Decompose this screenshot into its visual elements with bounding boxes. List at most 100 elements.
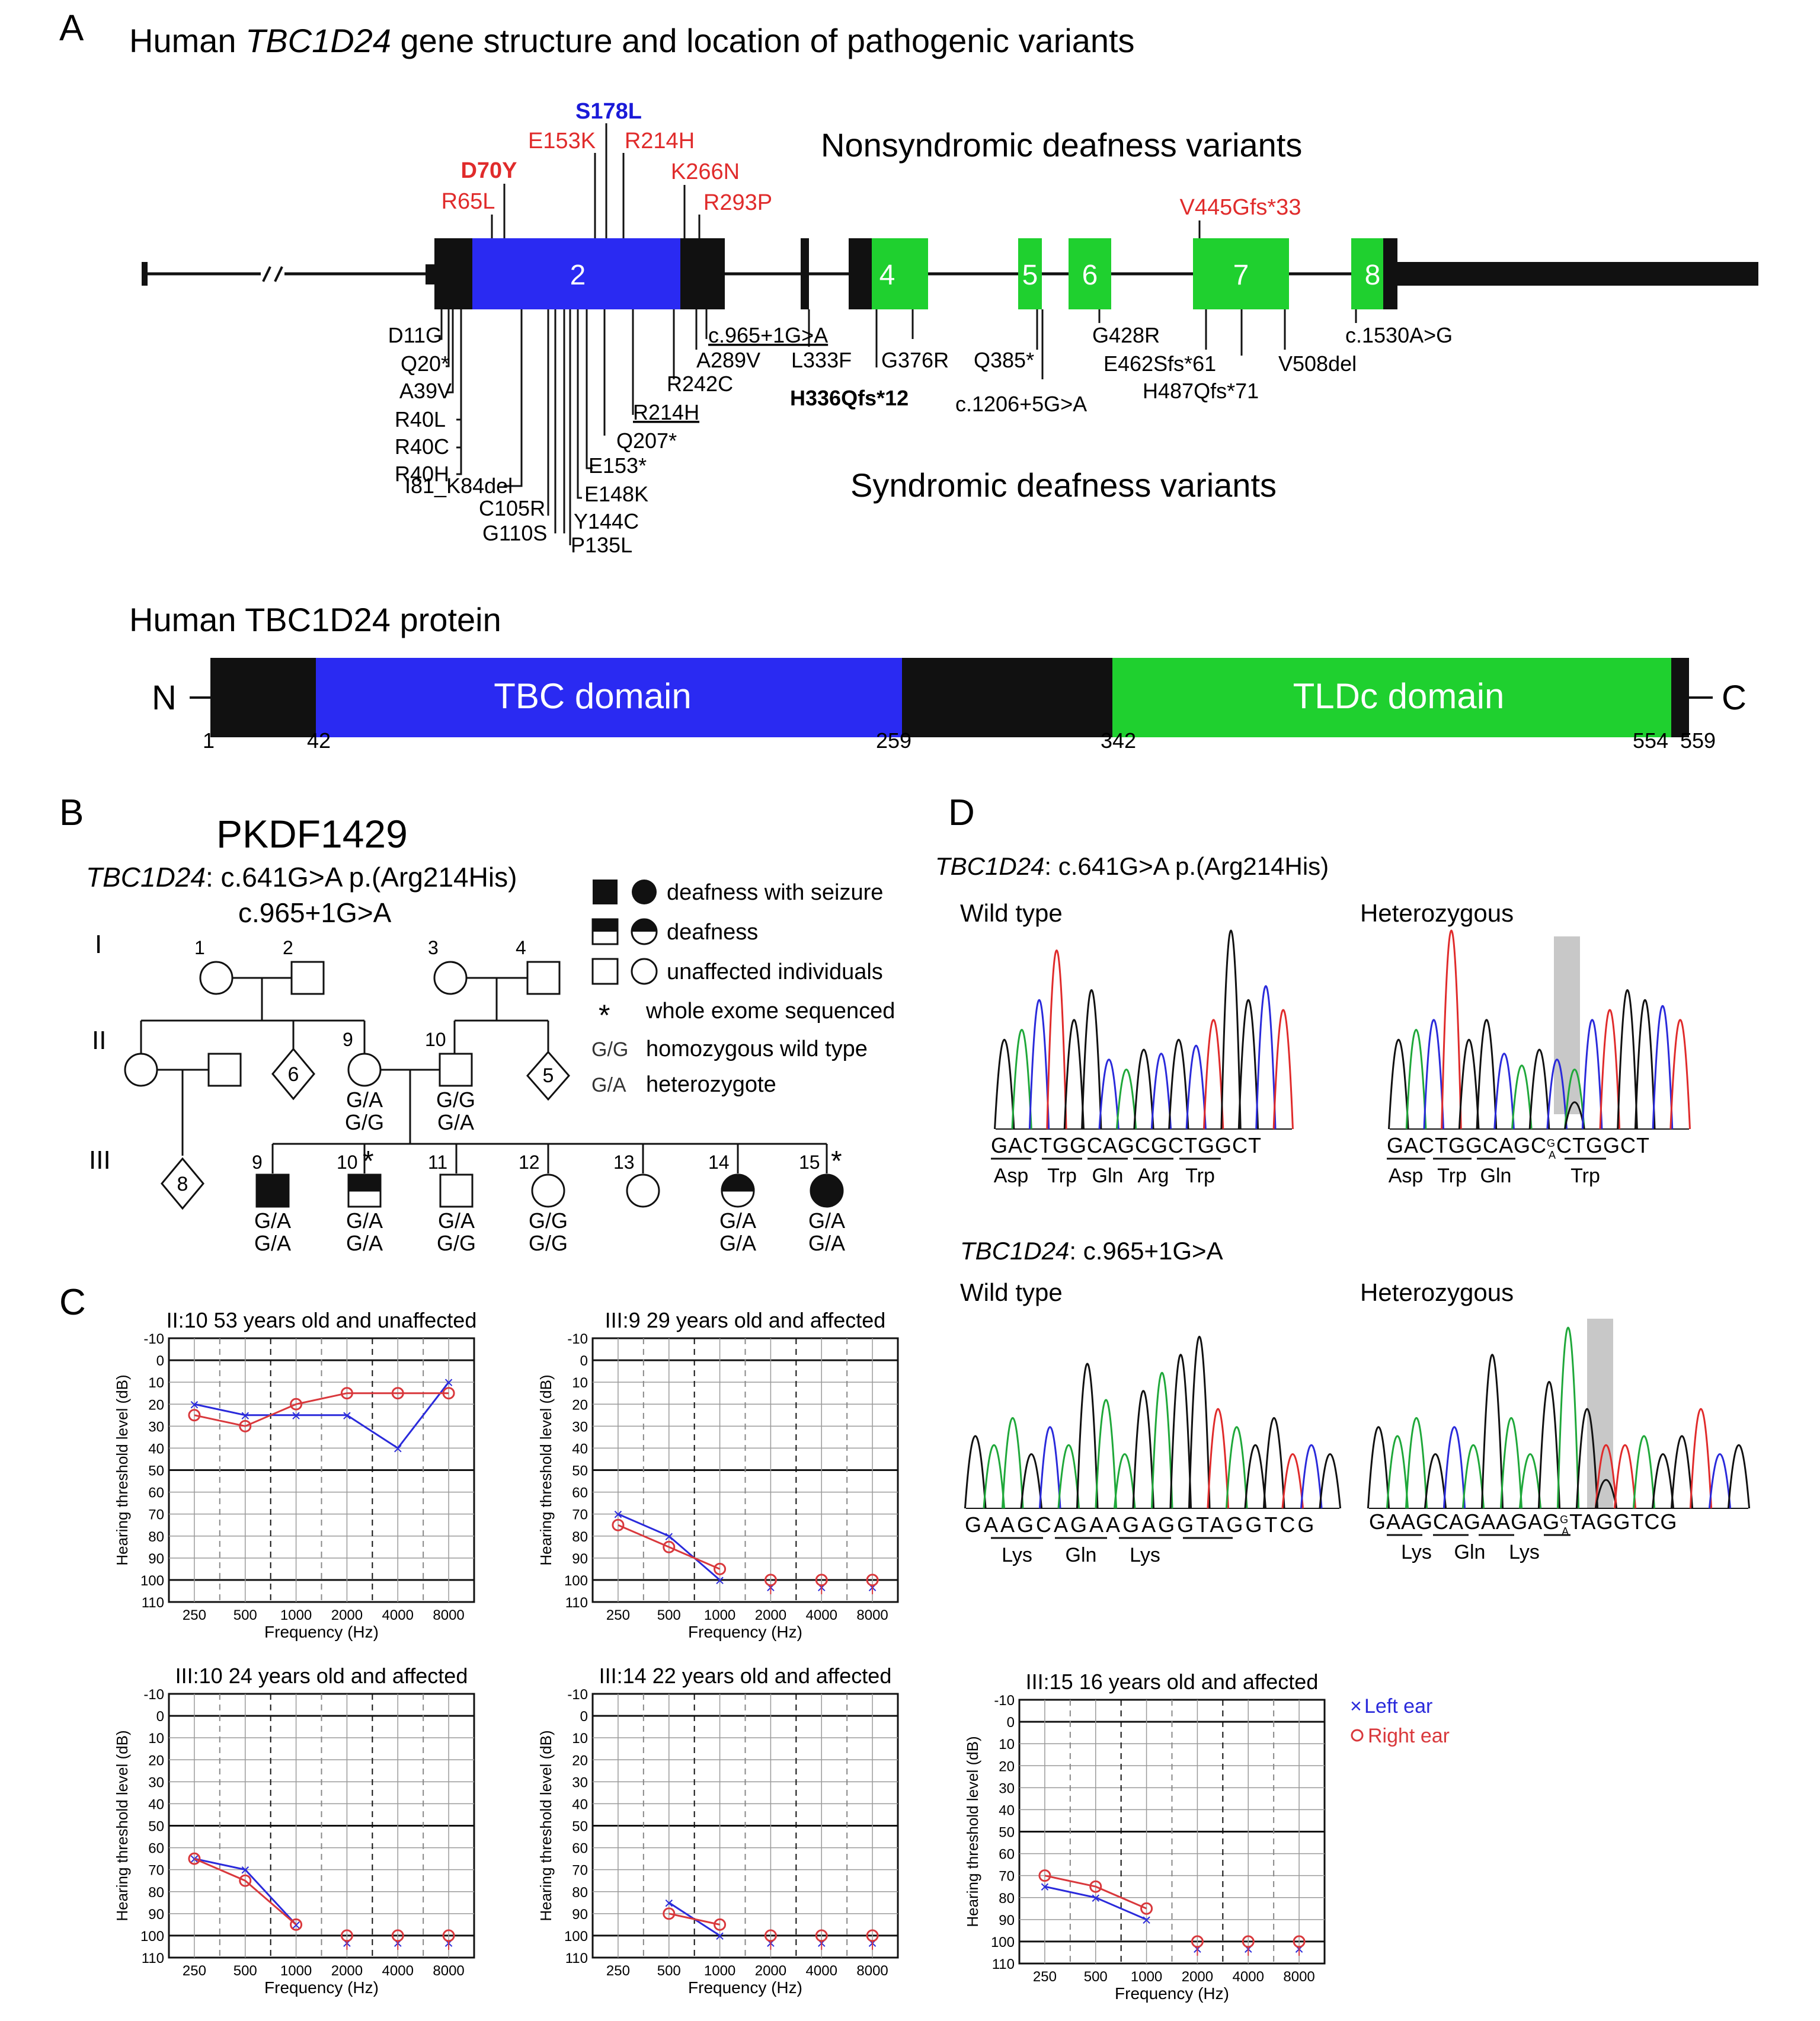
legend-deafness: deafness [667,920,758,945]
legend-gg-text: homozygous wild type [646,1037,868,1061]
y-tick-label: 60 [572,1841,588,1857]
n-terminus-label: N [152,679,177,717]
right-ear-point [714,1918,727,1931]
y-tick-label: 70 [148,1863,164,1879]
variant-label: P135L [571,533,632,557]
individual-III-15 [810,1173,844,1208]
y-tick-label: 50 [572,1819,588,1835]
svg-text:Gln: Gln [1454,1541,1486,1563]
y-tick-label: 60 [148,1841,164,1857]
x-tick-label: 1000 [280,1963,312,1979]
base-peak [1405,1417,1428,1509]
y-tick-label: 10 [148,1375,164,1391]
genotype: G/A [254,1208,291,1233]
genotype: G/G [345,1110,384,1134]
base-peak [1076,1363,1099,1509]
audiogram-4: III:14 22 years old and affected -10 0 10 20… [537,1664,899,1997]
y-tick-label: 20 [148,1397,164,1413]
y-tick-label: 20 [572,1397,588,1413]
svg-text:3: 3 [428,937,439,958]
variant-label: L333F [791,348,852,372]
y-tick-label: 0 [580,1709,588,1725]
y-tick-label: 40 [999,1802,1015,1818]
variant-highlight [1587,1319,1613,1508]
base-peak [1441,929,1462,1130]
svg-text:Lys: Lys [1509,1541,1540,1563]
legend-circle-filled [632,880,657,904]
base-peak [1098,1059,1119,1130]
right-ear-point [1038,1869,1051,1882]
y-tick-label: 10 [148,1731,164,1747]
individual-III-13 [626,1173,660,1208]
panel-a-letter: A [59,8,84,49]
variant-label: A289V [696,348,760,372]
tldc-domain-label: TLDc domain [1293,676,1505,716]
left-ear-point: × [664,1894,674,1912]
variant-label: G110S [482,521,547,545]
x-tick-label: 250 [183,1963,206,1979]
base-peak [1300,1444,1323,1509]
svg-text:Gln: Gln [1092,1165,1124,1187]
base-peak [1458,1039,1480,1130]
genotype: G/G [436,1088,475,1112]
x-tick-label: 500 [1084,1969,1108,1985]
y-tick-label: 80 [572,1529,588,1545]
exon-2 [472,238,681,309]
tbc-domain [316,658,903,737]
right-ear-point [612,1518,625,1531]
y-tick-label: 90 [148,1907,164,1923]
y-axis-label: Hearing threshold level (dB) [113,1374,131,1565]
position-label: 342 [1101,728,1136,753]
base-peak [1499,1417,1523,1509]
individual-I-4 [526,961,561,995]
individual-III-11 [439,1173,474,1208]
y-tick-label: 110 [142,1950,164,1966]
audiograms: II:10 53 years old and unaffected-100102… [113,1308,1326,2003]
genotype: G/G [529,1208,568,1233]
base-peak [1220,929,1242,1130]
left-ear-point: × [241,1406,250,1425]
right-ear-point [1140,1902,1153,1915]
right-ear-point [188,1409,201,1422]
right-ear-point [391,1387,404,1400]
audiogram-title: III:10 24 years old and affected [175,1664,468,1688]
exon-8 [1351,238,1384,309]
base-peak [994,1039,1015,1130]
y-tick-label: 70 [572,1507,588,1523]
x-tick-label: 500 [234,1607,257,1623]
y-tick-label: 90 [572,1551,588,1567]
base-peak [1405,1029,1427,1130]
position-label: 554 [1633,728,1668,753]
legend-right-ear: Right ear [1368,1725,1450,1747]
base-peak [1423,1019,1445,1130]
base-peak [1480,1354,1504,1509]
variant-label: Y144C [574,509,639,533]
genotype: G/G [437,1231,476,1255]
wes-asterisk: * [363,1146,374,1177]
base-peak [1169,1354,1192,1509]
exon-4 [872,238,928,309]
y-tick-label: 50 [148,1463,164,1479]
x-tick-label: 1000 [704,1963,735,1979]
base-peak [1442,1426,1466,1509]
legend-ga-text: heterozygote [646,1072,776,1097]
left-ear-line [1044,1885,1147,1921]
sibship-diamond [526,1050,570,1101]
base-peak [1518,1453,1542,1509]
svg-text:Asp: Asp [994,1165,1029,1187]
right-ear-point [663,1540,676,1553]
chromatograms [964,929,1751,1509]
right-ear-point [442,1387,455,1400]
y-tick-label: 110 [992,1956,1015,1972]
audiogram-2: III:9 29 years old and affected -10 0 10 20 3… [537,1308,899,1641]
base-peak [964,1435,987,1509]
right-ear-point [663,1907,676,1920]
audiogram-legend: × Left ear Right ear [1350,1695,1450,1747]
individual-III-12 [531,1173,565,1208]
pedigree-symbols [124,961,844,1210]
variant-label: G428R [1092,323,1160,347]
right-ear-point [239,1419,252,1432]
amino-acids: Asp Trp Gln Arg Trp Asp Trp Gln Trp Lys … [994,1165,1600,1566]
y-tick-label: 90 [148,1551,164,1567]
